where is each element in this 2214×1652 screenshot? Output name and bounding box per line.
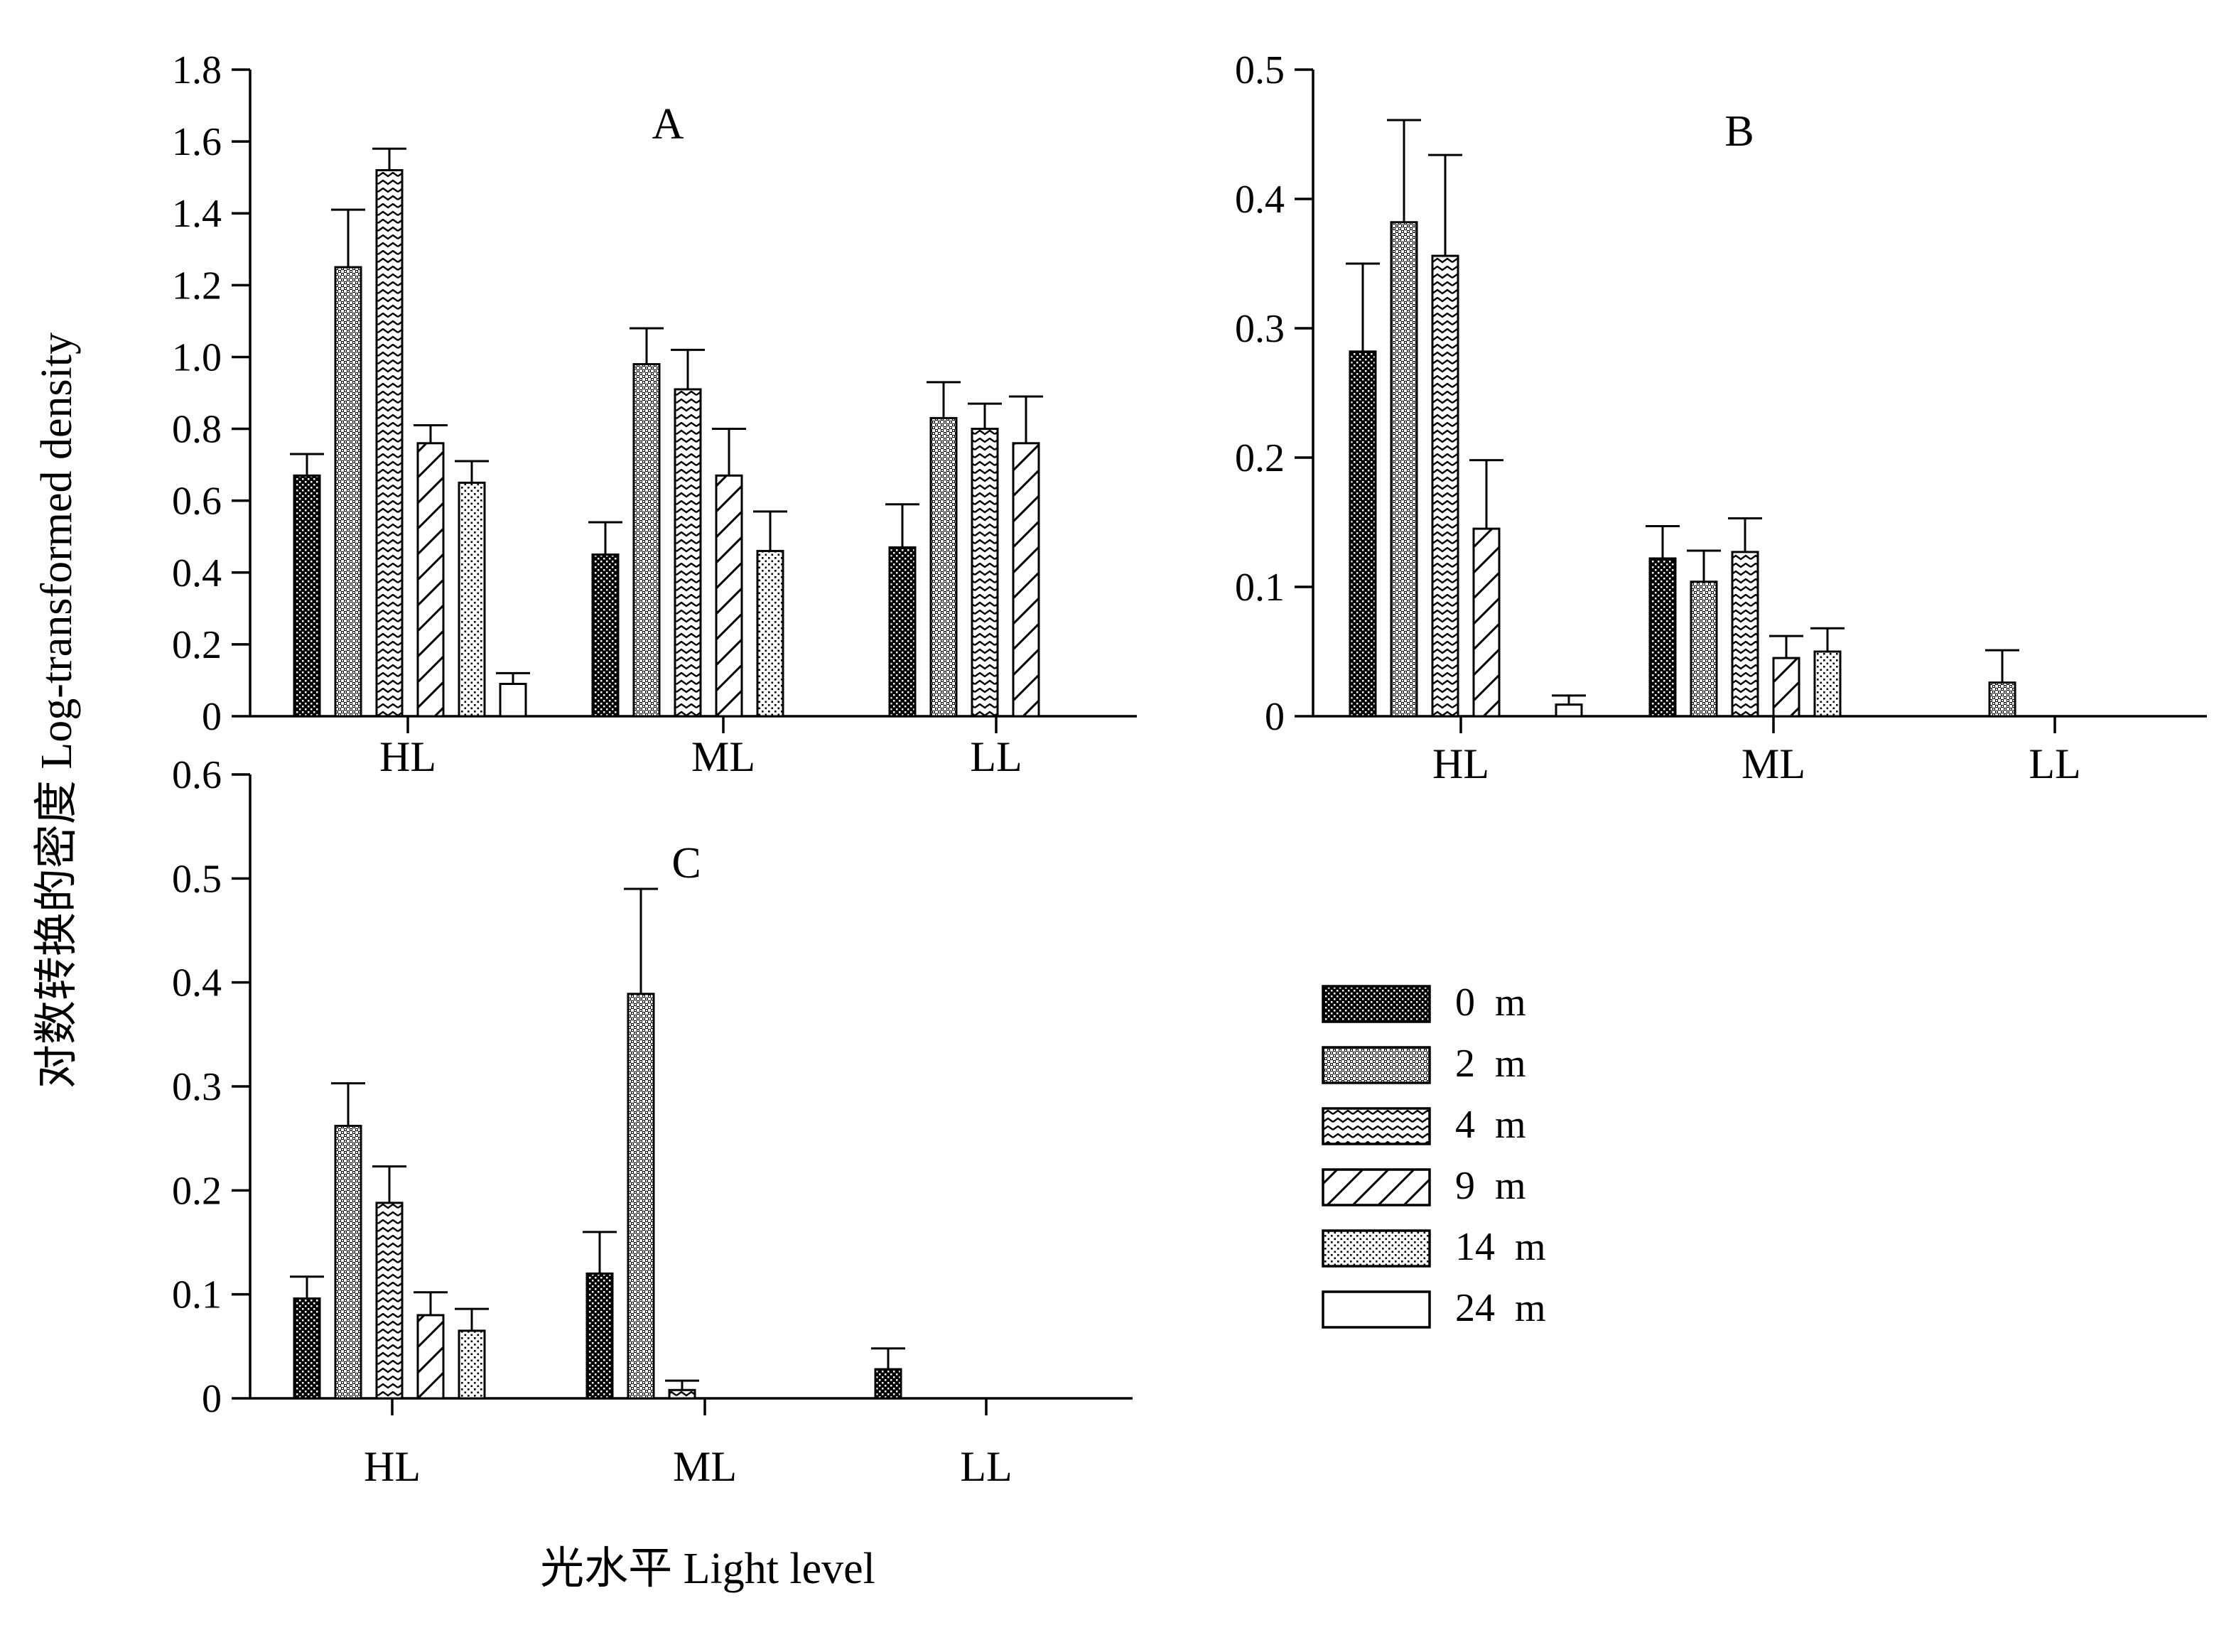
bar-C-ML-0m (585, 1272, 614, 1400)
legend-label: 4 m (1455, 1103, 1526, 1147)
y-tick-label: 0.8 (172, 408, 222, 452)
bar-A-HL-9m (416, 442, 445, 718)
bar-B-ML-0m (1648, 557, 1677, 718)
y-tick-label: 1.0 (172, 335, 222, 379)
bar-B-ML-2m (1690, 581, 1718, 718)
category-label: HL (1432, 740, 1489, 787)
legend-label: 2 m (1455, 1042, 1526, 1086)
category-label: ML (1742, 740, 1805, 787)
legend-swatch (1322, 1229, 1431, 1268)
y-tick-label: 0.2 (172, 623, 222, 667)
legend-swatch (1322, 1107, 1431, 1145)
bar-B-ML-9m (1772, 657, 1800, 718)
category-label: ML (691, 733, 755, 780)
legend-swatch (1322, 1290, 1431, 1329)
y-tick-label: 1.2 (172, 264, 222, 308)
legend-swatch (1322, 1168, 1431, 1206)
bar-B-ML-4m (1731, 551, 1759, 718)
y-tick-label: 0 (202, 695, 222, 739)
panels: 00.20.40.60.81.01.21.41.61.8HL ML LLA00.10… (172, 48, 2207, 1490)
y-tick-label: 1.8 (172, 48, 222, 92)
y-tick-label: 0.1 (172, 1273, 222, 1317)
y-tick-label: 1.4 (172, 192, 222, 236)
panel-C: 0 0.1 0.2 0.3 0.4 0.5 0.6 HL ML LL C (172, 753, 1133, 1490)
y-tick-label: 0.4 (172, 961, 222, 1005)
bar-A-ML-2m (632, 363, 661, 718)
legend-item: 14 m (1322, 1225, 1546, 1269)
panel-B: 0 0.1 0.2 0.3 0.4 0.5 HL ML LL B (1235, 48, 2207, 787)
category-label: LL (2029, 740, 2080, 787)
legend-swatch (1322, 985, 1431, 1023)
bar-A-LL-4m (971, 428, 999, 718)
category-label: LL (960, 1443, 1012, 1490)
bar-C-HL-2m (334, 1125, 362, 1400)
category-label: HL (379, 733, 436, 780)
legend-item: 2 m (1322, 1042, 1526, 1086)
bar-A-HL-2m (334, 266, 362, 718)
bar-A-HL-4m (375, 169, 404, 718)
y-tick-label: 0.1 (1235, 566, 1285, 610)
y-tick-label: 0.5 (172, 857, 222, 901)
category-label: LL (970, 733, 1022, 780)
legend-item: 4 m (1322, 1103, 1526, 1147)
bar-C-HL-4m (375, 1202, 404, 1400)
bar-A-HL-0m (293, 474, 321, 718)
bar-A-ML-14m (756, 549, 784, 718)
y-tick-label: 0.5 (1235, 48, 1285, 92)
bar-B-HL-2m (1390, 221, 1418, 718)
bar-B-LL-2m (1988, 681, 2016, 718)
panel-A: 0 0.2 0.4 0.6 0.8 1.0 1.2 1.4 1.6 1.8 HL ML LL A (172, 48, 1137, 780)
bar-C-ML-2m (627, 993, 655, 1400)
legend-label: 0 m (1455, 981, 1526, 1025)
panel-label: C (671, 839, 701, 887)
legend-label: 9 m (1455, 1164, 1526, 1208)
y-tick-label: 0.4 (172, 551, 222, 595)
legend: 0 m 2 m 4 m 9 m 14 m 24 m (1322, 981, 1546, 1330)
y-tick-label: 0.2 (1235, 436, 1285, 480)
panel-label: A (652, 100, 684, 149)
bar-A-LL-0m (888, 546, 917, 718)
bar-B-HL-4m (1431, 254, 1459, 718)
bar-A-LL-2m (929, 416, 958, 718)
panel-label: B (1724, 107, 1754, 156)
y-tick-label: 0.6 (172, 753, 222, 797)
bar-C-ML-4m (668, 1388, 696, 1400)
legend-item: 0 m (1322, 981, 1526, 1025)
bar-C-LL-0m (874, 1368, 902, 1400)
bar-B-HL-9m (1472, 527, 1501, 718)
category-label: HL (364, 1443, 421, 1490)
legend-item: 24 m (1322, 1286, 1546, 1330)
bar-B-ML-14m (1813, 650, 1842, 718)
legend-swatch (1322, 1046, 1431, 1084)
y-tick-label: 0 (202, 1377, 222, 1421)
bar-A-LL-9m (1012, 442, 1040, 718)
y-tick-label: 0.6 (172, 480, 222, 524)
category-label: ML (673, 1443, 737, 1490)
bar-B-HL-24m (1555, 703, 1583, 718)
legend-label: 14 m (1455, 1225, 1546, 1269)
y-tick-label: 0.4 (1235, 178, 1285, 222)
y-tick-label: 0.3 (1235, 307, 1285, 351)
bar-C-HL-14m (458, 1329, 486, 1400)
y-tick-label: 0.2 (172, 1169, 222, 1213)
y-tick-label: 1.6 (172, 120, 222, 164)
bar-A-HL-14m (458, 481, 486, 718)
bar-A-ML-4m (674, 388, 702, 718)
bar-A-ML-0m (591, 554, 620, 718)
legend-label: 24 m (1455, 1286, 1546, 1330)
bar-C-HL-9m (416, 1314, 445, 1400)
bar-B-HL-0m (1349, 350, 1377, 718)
y-axis-title: 对数转换的密度 Log-transformed density (33, 333, 81, 1089)
y-tick-label: 0 (1265, 695, 1285, 739)
y-tick-label: 0.3 (172, 1065, 222, 1109)
legend-item: 9 m (1322, 1164, 1526, 1208)
bar-A-ML-9m (715, 474, 743, 718)
bar-C-HL-0m (293, 1297, 321, 1400)
bar-A-HL-24m (499, 683, 527, 718)
x-axis-title: 光水平 Light level (540, 1545, 875, 1593)
